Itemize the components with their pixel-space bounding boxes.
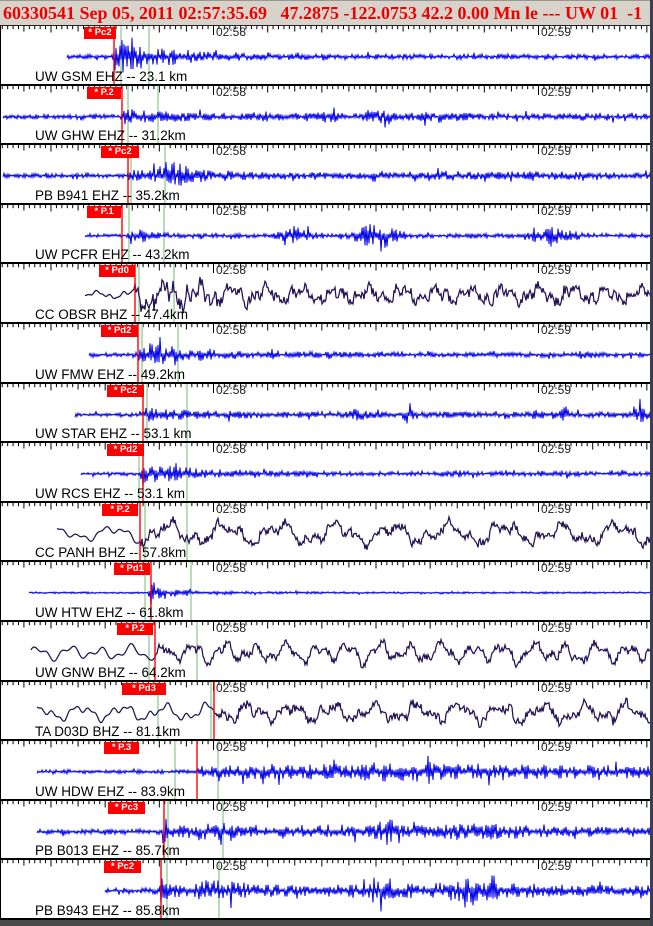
time-label: 02:58	[216, 860, 247, 874]
time-label: 02:58	[216, 741, 247, 755]
time-label: 02:59	[541, 204, 572, 218]
event-header: 60330541 Sep 05, 2011 02:57:35.69 47.287…	[0, 0, 653, 26]
time-label: 02:58	[216, 204, 247, 218]
time-label: 02:59	[541, 85, 572, 99]
trace-panel-uw-gnw[interactable]: * P.2 UW GNW BHZ -- 64.2km 02:58 02:59	[1, 621, 650, 682]
waveform-uw-rcs[interactable]	[1, 443, 650, 501]
trace-panel-uw-star[interactable]: * Pc2 UW STAR EHZ -- 53.1 km 02:58 02:59	[1, 383, 650, 444]
station-label: UW GNW BHZ -- 64.2km	[35, 664, 186, 680]
station-label: UW STAR EHZ -- 53.1 km	[35, 426, 192, 442]
time-label: 02:59	[541, 383, 572, 397]
pick-flag[interactable]: * Pd2	[107, 444, 144, 457]
time-label: 02:59	[541, 741, 572, 755]
time-label: 02:59	[541, 621, 572, 635]
trace-panel-pb-b013[interactable]: * Pc3 PB B013 EHZ -- 85.7km 02:58 02:59	[1, 800, 650, 861]
trace-panel-uw-rcs[interactable]: * Pd2 UW RCS EHZ -- 53.1 km 02:58 02:59	[1, 443, 650, 503]
time-label: 02:58	[216, 443, 247, 457]
pick-flag[interactable]: * P.2	[102, 503, 138, 516]
station-label: UW FMW EHZ -- 49.2km	[35, 366, 185, 382]
station-label: CC PANH BHZ -- 57.8km	[35, 545, 187, 561]
time-label: 02:58	[216, 145, 247, 159]
pick-flag[interactable]: * Pc2	[84, 27, 116, 39]
pick-flag[interactable]: * Pc2	[107, 384, 144, 397]
pick-flag[interactable]: * Pd3	[122, 682, 166, 695]
pick-flag[interactable]: * P.1	[87, 205, 121, 218]
waveform-ta-d03d[interactable]	[1, 681, 650, 740]
waveform-uw-ghw[interactable]	[1, 85, 650, 144]
time-label: 02:59	[541, 145, 572, 159]
time-label: 02:58	[216, 562, 247, 576]
time-label: 02:58	[216, 800, 247, 814]
trace-panels: * Pc2 UW GSM EHZ -- 23.1 km 02:58 02:59 *…	[0, 26, 650, 919]
time-label: 02:58	[216, 502, 247, 516]
waveform-cc-panh[interactable]	[1, 502, 650, 561]
trace-panel-uw-fmw[interactable]: * Pd2 UW FMW EHZ -- 49.2km 02:58 02:59	[1, 323, 650, 384]
time-label: 02:59	[541, 443, 572, 457]
trace-panel-cc-panh[interactable]: * P.2 CC PANH BHZ -- 57.8km 02:58 02:59	[1, 502, 650, 563]
time-label: 02:59	[541, 26, 572, 39]
trace-panel-pb-b943[interactable]: * Pc2 PB B943 EHZ -- 85.8km 02:58 02:59	[1, 860, 650, 919]
trace-panel-ta-d03d[interactable]: * Pd3 TA D03D BHZ -- 81.1km 02:58 02:59	[1, 681, 650, 742]
waveform-uw-pcfr[interactable]	[1, 204, 650, 263]
waveform-cc-obsr[interactable]	[1, 264, 650, 322]
time-label: 02:59	[541, 562, 572, 576]
station-label: PB B943 EHZ -- 85.8km	[35, 902, 180, 918]
trace-panel-uw-pcfr[interactable]: * P.1 UW PCFR EHZ -- 43.2km 02:58 02:59	[1, 204, 650, 265]
station-label: PB B013 EHZ -- 85.7km	[35, 843, 180, 859]
time-label: 02:59	[541, 323, 572, 337]
trace-panel-uw-gsm[interactable]: * Pc2 UW GSM EHZ -- 23.1 km 02:58 02:59	[1, 26, 650, 86]
time-label: 02:59	[541, 502, 572, 516]
time-label: 02:58	[216, 383, 247, 397]
station-label: UW RCS EHZ -- 53.1 km	[35, 485, 186, 501]
trace-panel-uw-ghw[interactable]: * P.2 UW GHW EHZ -- 31.2km 02:58 02:59	[1, 85, 650, 146]
station-label: UW GSM EHZ -- 23.1 km	[35, 68, 188, 84]
waveform-pb-b941[interactable]	[1, 145, 650, 203]
time-label: 02:59	[541, 860, 572, 874]
waveform-uw-fmw[interactable]	[1, 323, 650, 382]
trace-panel-uw-htw[interactable]: * Pd1 UW HTW EHZ -- 61.8km 02:58 02:59	[1, 562, 650, 622]
station-label: CC OBSR BHZ -- 47.4km	[35, 306, 189, 322]
station-label: UW HTW EHZ -- 61.8km	[35, 604, 184, 620]
waveform-pb-b943[interactable]	[1, 860, 650, 918]
time-label: 02:59	[541, 800, 572, 814]
pick-flag[interactable]: * Pc3	[108, 801, 145, 814]
station-label: UW GHW EHZ -- 31.2km	[35, 128, 186, 144]
pick-flag[interactable]: * P.2	[117, 622, 153, 635]
waveform-uw-star[interactable]	[1, 383, 650, 442]
station-label: UW HDW EHZ -- 83.9km	[35, 783, 185, 799]
time-label: 02:58	[216, 264, 247, 278]
pick-flag[interactable]: * Pd0	[99, 265, 135, 278]
waveform-uw-hdw[interactable]	[1, 741, 650, 799]
time-label: 02:58	[216, 26, 247, 39]
station-label: PB B941 EHZ -- 35.2km	[35, 187, 180, 203]
pick-flag[interactable]: * P.3	[104, 742, 139, 755]
pick-flag[interactable]: * P.2	[87, 86, 121, 99]
time-label: 02:58	[216, 621, 247, 635]
trace-panel-pb-b941[interactable]: * Pc2 PB B941 EHZ -- 35.2km 02:58 02:59	[1, 145, 650, 205]
pick-flag[interactable]: * Pc2	[101, 146, 139, 159]
time-label: 02:58	[216, 323, 247, 337]
time-label: 02:59	[541, 264, 572, 278]
window-bottom-bar	[0, 919, 653, 926]
time-label: 02:58	[216, 681, 247, 695]
station-label: UW PCFR EHZ -- 43.2km	[35, 247, 190, 263]
station-label: TA D03D BHZ -- 81.1km	[35, 724, 181, 740]
time-label: 02:58	[216, 85, 247, 99]
waveform-pb-b013[interactable]	[1, 800, 650, 859]
pick-flag[interactable]: * Pc2	[104, 861, 141, 874]
window-right-edge	[650, 0, 653, 926]
trace-panel-cc-obsr[interactable]: * Pd0 CC OBSR BHZ -- 47.4km 02:58 02:59	[1, 264, 650, 324]
time-label: 02:59	[541, 681, 572, 695]
trace-panel-uw-hdw[interactable]: * P.3 UW HDW EHZ -- 83.9km 02:58 02:59	[1, 741, 650, 801]
pick-flag[interactable]: * Pd2	[101, 324, 138, 337]
waveform-uw-htw[interactable]	[1, 562, 650, 620]
pick-flag[interactable]: * Pd1	[114, 563, 150, 576]
